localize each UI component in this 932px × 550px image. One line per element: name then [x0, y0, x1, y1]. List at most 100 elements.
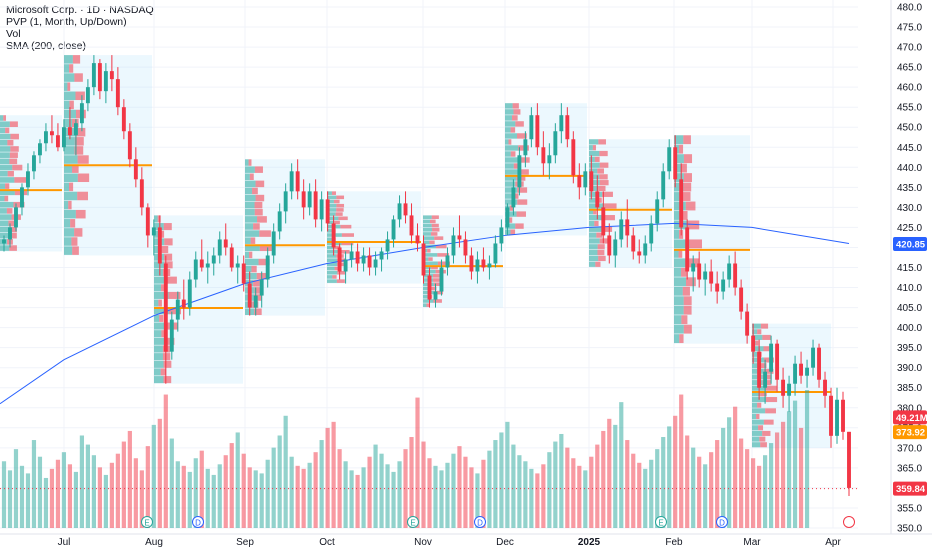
candle-body: [739, 287, 744, 312]
volume-profile-bar-up: [752, 413, 757, 420]
volume-profile-bar-up: [245, 223, 254, 230]
candle-body: [529, 115, 534, 140]
volume-profile-bar-up: [589, 250, 598, 256]
candle-body: [44, 131, 48, 144]
volume-profile-bar-up: [64, 82, 68, 91]
volume-profile-bar-down: [763, 346, 773, 352]
volume-bar: [673, 415, 678, 528]
candle-body: [451, 235, 456, 256]
y-tick-label: 450.0: [897, 123, 922, 134]
candle-body: [577, 175, 582, 188]
candle-body: [763, 371, 768, 388]
y-tick-label: 390.0: [897, 363, 922, 374]
price-tag: [893, 410, 927, 425]
volume-bar: [583, 470, 588, 528]
volume-profile-bar-down: [511, 115, 518, 121]
volume-bar: [757, 465, 762, 528]
volume-profile-bar-down: [597, 250, 605, 256]
volume-bar: [571, 458, 576, 528]
volume-profile-bar-up: [423, 295, 429, 299]
candle-body: [595, 191, 600, 208]
volume-bar: [43, 477, 49, 528]
volume-bar: [535, 473, 540, 528]
candle-body: [793, 363, 798, 384]
volume-profile-bar-up: [64, 200, 69, 210]
volume-profile-bar-down: [6, 208, 13, 214]
volume-profile-bar-down: [432, 274, 442, 278]
legend-indicator-sma[interactable]: SMA (200, close): [6, 40, 86, 52]
volume-bar: [85, 444, 90, 528]
volume-profile-bar-down: [13, 201, 25, 208]
volume-profile-bar-up: [752, 430, 763, 436]
volume-profile-bar-down: [9, 232, 17, 239]
volume-profile-bar-down: [159, 230, 165, 238]
volume-bar: [349, 470, 354, 528]
volume-bar: [559, 433, 564, 528]
volume-bar: [7, 470, 13, 528]
volume-profile-bar-up: [327, 195, 337, 200]
candle-body: [259, 279, 264, 296]
volume-bar: [19, 465, 25, 528]
volume-profile-bar-up: [0, 146, 11, 152]
volume-profile-bar-up: [505, 193, 513, 199]
y-tick-label: 415.0: [897, 263, 922, 274]
volume-bar: [397, 461, 402, 528]
volume-profile-bar-up: [505, 145, 519, 151]
candle-body: [115, 79, 120, 108]
volume-profile-bar-down: [337, 270, 346, 275]
volume-profile-bar-up: [589, 150, 600, 157]
volume-bar: [283, 415, 288, 528]
candle-body: [805, 367, 809, 376]
volume-profile-bar-down: [760, 442, 767, 448]
volume-bar: [721, 427, 726, 528]
volume-profile-bar-down: [683, 305, 692, 315]
candle-body: [26, 171, 30, 188]
candle-body: [673, 147, 678, 180]
volume-profile-bar-down: [686, 277, 696, 287]
volume-bar: [265, 459, 270, 528]
volume-profile-bar-down: [74, 137, 84, 146]
volume-bar: [631, 453, 636, 528]
candle-body: [415, 235, 420, 244]
volume-bar: [205, 468, 210, 528]
volume-bar: [445, 462, 450, 528]
candle-body: [361, 255, 366, 264]
volume-bar: [409, 437, 414, 528]
event-marker-label: D: [719, 519, 725, 528]
volume-profile-bar-down: [257, 216, 267, 223]
event-marker-label: D: [195, 519, 201, 528]
volume-bar: [307, 462, 312, 528]
volume-profile-bar-down: [72, 55, 81, 64]
volume-profile-bar-down: [760, 323, 769, 329]
volume-profile-bar-up: [245, 159, 249, 166]
candle-body: [121, 107, 126, 132]
volume-bar: [768, 443, 774, 528]
legend-indicator-pvp[interactable]: PVP (1, Month, Up/Down): [6, 16, 127, 28]
volume-profile-bar-down: [681, 163, 687, 173]
volume-profile-bar-down: [163, 360, 172, 368]
volume-profile-bar-up: [423, 303, 427, 307]
candle-body: [523, 139, 528, 156]
volume-profile-bar-down: [517, 133, 527, 139]
volume-bar: [679, 394, 684, 528]
candle-body: [625, 219, 630, 236]
volume-profile-bar-down: [682, 286, 690, 296]
volume-profile-bar-up: [505, 109, 514, 115]
volume-profile-bar-down: [334, 245, 341, 250]
volume-profile-bar-up: [0, 245, 10, 251]
volume-bar: [1, 461, 7, 528]
volume-profile-bar-down: [341, 241, 354, 246]
volume-bar: [229, 443, 234, 528]
volume-profile-bar-up: [327, 199, 334, 204]
volume-profile-bar-up: [752, 442, 761, 448]
volume-bar: [133, 458, 138, 528]
volume-profile-bar-down: [517, 187, 528, 193]
candle-body: [331, 223, 336, 248]
volume-bar: [553, 441, 558, 528]
volume-profile-bar-down: [512, 103, 519, 109]
volume-profile-bar-up: [752, 408, 766, 414]
volume-bar: [685, 435, 690, 528]
legend-indicator-vol[interactable]: Vol: [6, 28, 21, 40]
volume-profile-bar-down: [598, 185, 606, 192]
